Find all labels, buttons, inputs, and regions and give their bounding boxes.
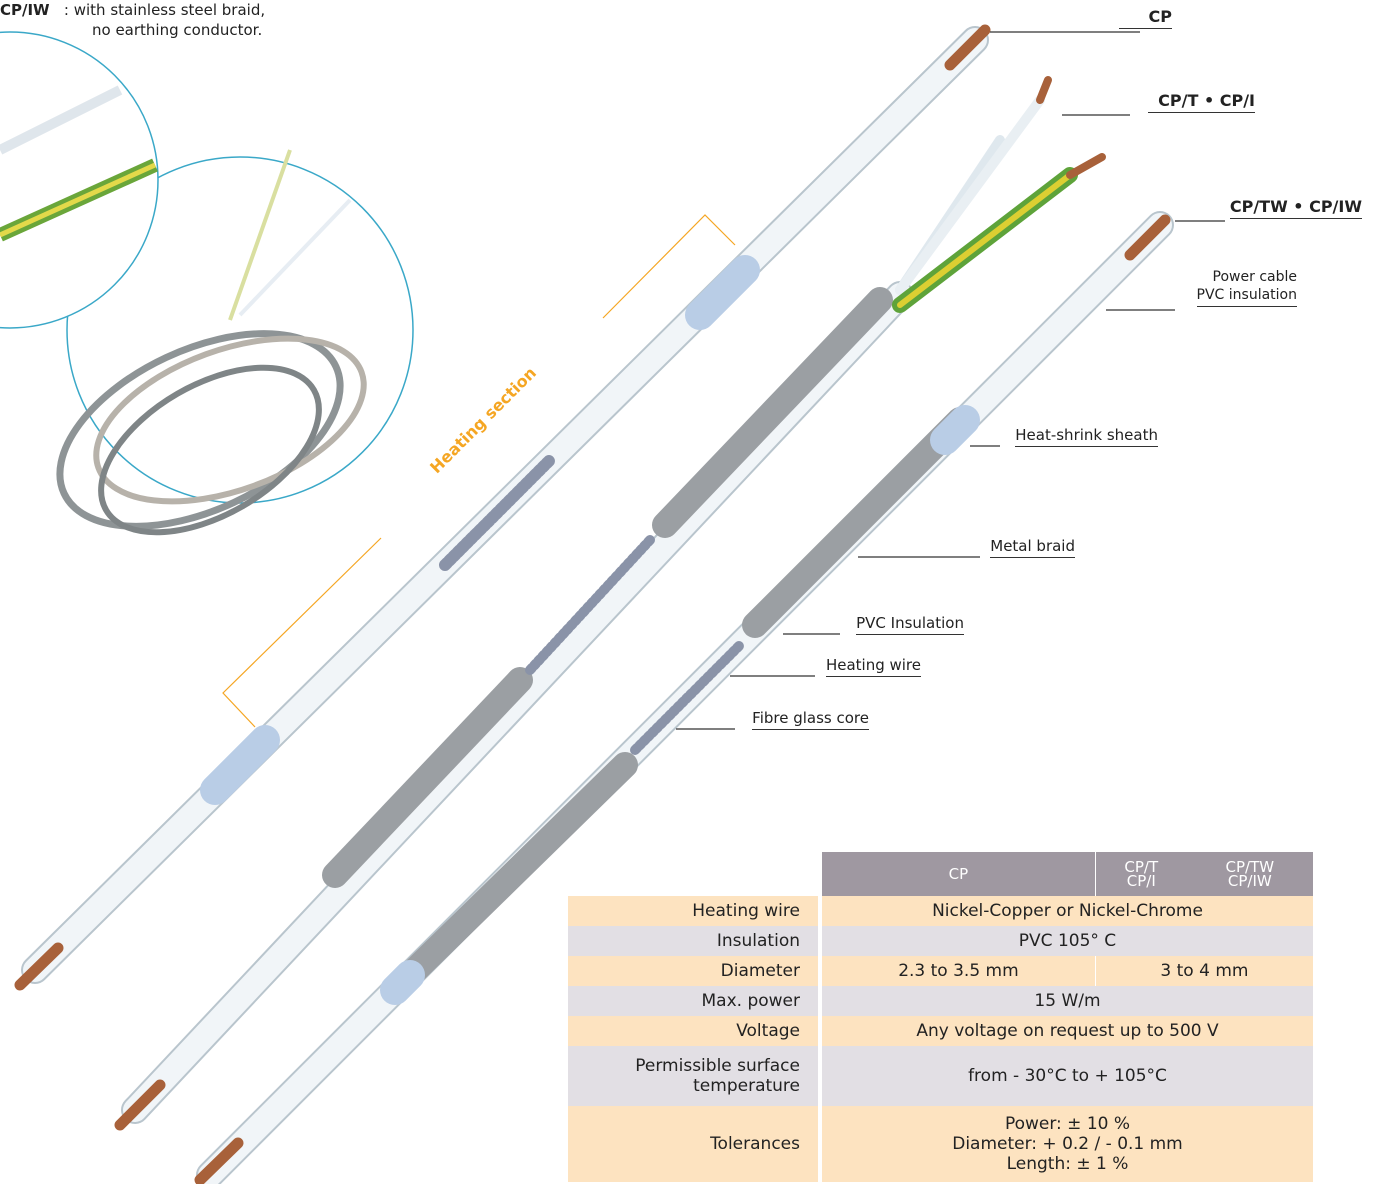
cable-cp: [20, 30, 985, 985]
row-label: Insulation: [568, 926, 822, 956]
note: CP/IW : with stainless steel braid, no e…: [0, 0, 265, 40]
row-label: Diameter: [568, 956, 822, 986]
label-line: temperature: [586, 1076, 800, 1096]
header-line: CP/IW: [1188, 874, 1312, 888]
row-value: from - 30°C to + 105°C: [822, 1046, 1313, 1106]
row-value: 2.3 to 3.5 mm: [822, 956, 1095, 986]
callout: Metal braid: [990, 537, 1075, 558]
row-value: PVC 105° C: [822, 926, 1313, 956]
power-cable-line: PVC insulation: [1197, 286, 1297, 304]
note-line: : with stainless steel braid,: [64, 1, 265, 19]
variant-label: CP/TW • CP/IW: [1230, 198, 1362, 219]
row-value: 15 W/m: [822, 986, 1313, 1016]
value-line: Length: ± 1 %: [840, 1154, 1295, 1174]
row-value: Nickel-Copper or Nickel-Chrome: [822, 896, 1313, 926]
row-label: Tolerances: [568, 1106, 822, 1182]
row-label: Heating wire: [568, 896, 822, 926]
power-cable-line: Power cable: [1197, 268, 1297, 286]
page: Heating section CP/IW : with stainless s…: [0, 0, 1378, 1184]
row-label: Voltage: [568, 1016, 822, 1046]
note-line: no earthing conductor.: [92, 21, 262, 39]
heating-section-label: Heating section: [426, 363, 540, 477]
callout: Heating wire: [826, 656, 921, 677]
header-cell: CP: [822, 852, 1095, 896]
row-value: 3 to 4 mm: [1095, 956, 1313, 986]
variant-label: CP: [1119, 8, 1172, 29]
value-line: Diameter: + 0.2 / - 0.1 mm: [840, 1134, 1295, 1154]
variant-label: CP/T • CP/I: [1148, 92, 1255, 113]
callout: Heat-shrink sheath: [1015, 426, 1158, 447]
value-line: Power: ± 10 %: [840, 1114, 1295, 1134]
note-code: CP/IW: [0, 1, 50, 19]
empty-header: [568, 852, 822, 896]
header-line: CP/I: [1097, 874, 1186, 888]
row-value: Any voltage on request up to 500 V: [822, 1016, 1313, 1046]
magnifier: [0, 32, 413, 566]
callout: Fibre glass core: [752, 709, 869, 730]
callout: PVC Insulation: [856, 614, 964, 635]
label-line: Permissible surface: [586, 1056, 800, 1076]
row-label: Max. power: [568, 986, 822, 1016]
